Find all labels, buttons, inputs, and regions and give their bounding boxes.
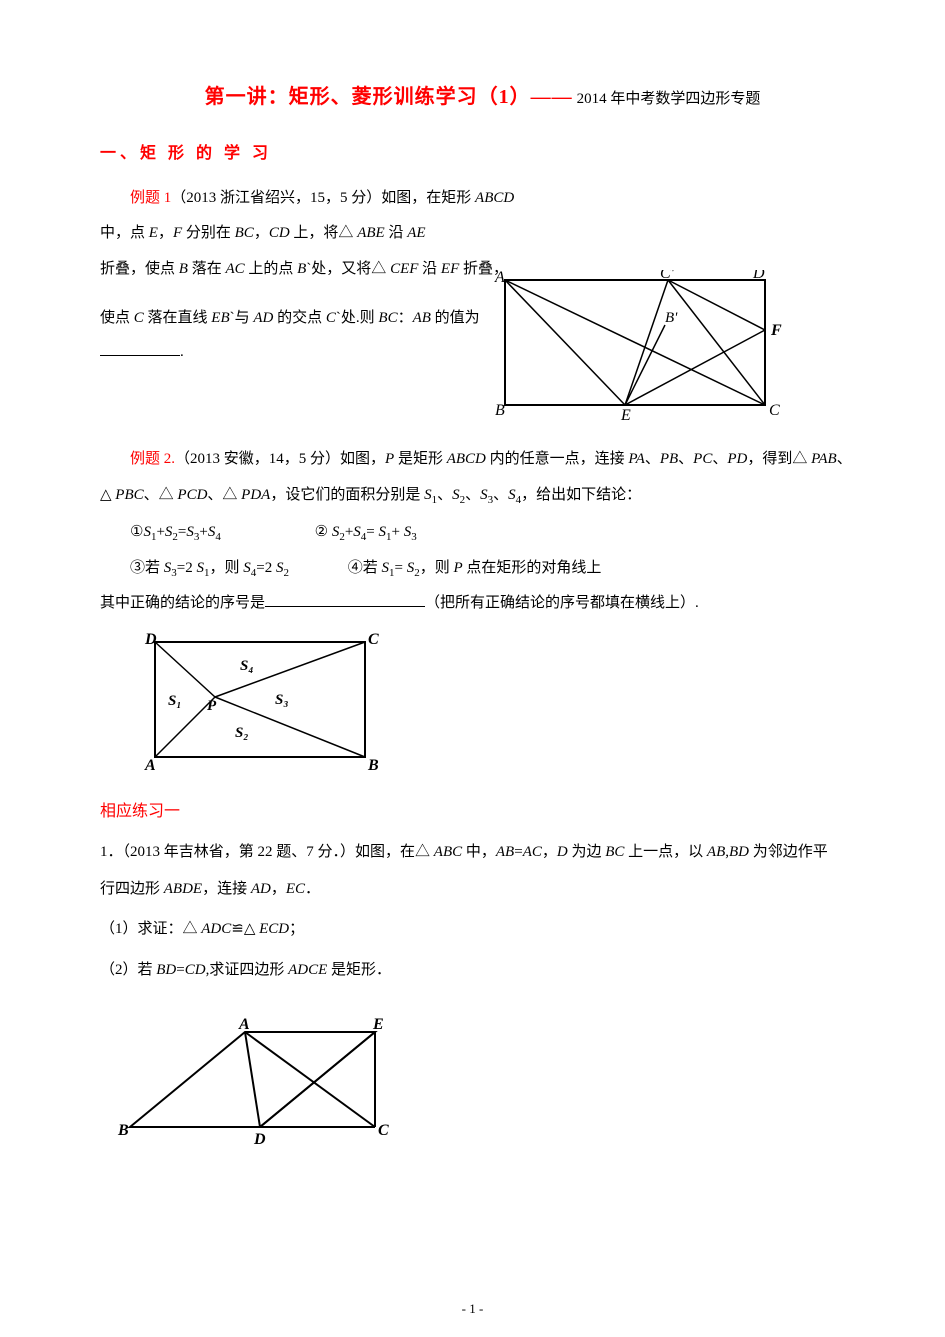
svg-text:B: B	[367, 757, 379, 772]
practice-header: 相应练习一	[100, 797, 865, 821]
page-content: 第一讲：矩形、菱形训练学习（1）——2014 年中考数学四边形专题 一、矩 形 …	[100, 80, 865, 1152]
blank-1	[100, 341, 180, 356]
svg-text:D: D	[752, 270, 765, 282]
svg-text:S₃: S₃	[275, 692, 289, 708]
option-2: ② S2+S4= S1+ S3	[315, 515, 417, 550]
svg-text:E: E	[620, 407, 631, 420]
practice-q1-part2: （2）若 BD=CD,求证四边形 ADCE 是矩形．	[100, 953, 865, 988]
svg-text:S₂: S₂	[235, 725, 249, 741]
example-2-label: 例题 2.	[130, 451, 175, 467]
example-2-conclusion: 其中正确的结论的序号是（把所有正确结论的序号都填在横线上）.	[100, 586, 865, 621]
option-1: ①S1+S2=S3+S4	[130, 515, 221, 550]
practice-q1-line2: 行四边形 ABDE，连接 AD，EC．	[100, 872, 865, 907]
example-1-label: 例题 1	[130, 190, 171, 206]
blank-2	[265, 592, 425, 607]
title-main: 第一讲：矩形、菱形训练学习（1）	[205, 86, 531, 108]
example-1-line3: 使点 C 落在直线 EB`与 AD 的交点 C`处.则 BC：AB 的值为.	[100, 301, 540, 370]
example-2-line1: 例题 2.（2013 安徽，14，5 分）如图，P 是矩形 ABCD 内的任意一…	[100, 442, 865, 477]
options-row-2: ③若 S3=2 S1，则 S4=2 S2 ④若 S1= S2，则 P 点在矩形的…	[130, 551, 865, 586]
example-1-line2: 折叠，使点 B 落在 AC 上的点 B`处，又将△ CEF 沿 EF 折叠，	[100, 252, 540, 287]
practice-q1-line1: 1．（2013 年吉林省，第 22 题、7 分．）如图，在△ ABC 中，AB=…	[100, 835, 865, 870]
figure-3-svg: A E B D C	[115, 1017, 395, 1147]
figure-3: A E B D C	[115, 1017, 865, 1152]
example-1-block: 例题 1（2013 浙江省绍兴，15，5 分）如图，在矩形 ABCD 中，点 E…	[100, 181, 540, 370]
svg-text:B: B	[117, 1122, 129, 1139]
svg-text:F: F	[770, 322, 782, 339]
example-1-line1: 例题 1（2013 浙江省绍兴，15，5 分）如图，在矩形 ABCD 中，点 E…	[100, 181, 540, 250]
figure-1-svg: A D B C E F C' B'	[485, 270, 785, 420]
svg-text:P: P	[207, 698, 217, 714]
svg-text:C: C	[368, 632, 379, 648]
svg-text:D: D	[144, 632, 157, 648]
page-number: - 1 -	[0, 1301, 945, 1317]
svg-text:D: D	[253, 1131, 266, 1147]
svg-text:C': C'	[660, 270, 675, 282]
title-sub: 2014 年中考数学四边形专题	[577, 91, 761, 107]
figure-2-svg: D C A B P S₁ S₂ S₃ S₄	[140, 632, 380, 772]
section-1-header: 一、矩 形 的 学 习	[100, 139, 865, 163]
svg-text:A: A	[144, 757, 156, 772]
svg-text:S₁: S₁	[168, 693, 182, 709]
figure-2: D C A B P S₁ S₂ S₃ S₄	[140, 632, 865, 777]
title-dash: ——	[531, 86, 573, 108]
example-2-line2: △ PBC、△ PCD、△ PDA，设它们的面积分别是 S1、S2、S3、S4，…	[100, 478, 865, 513]
svg-text:S₄: S₄	[240, 658, 254, 674]
svg-text:B: B	[495, 402, 505, 419]
figure-1: A D B C E F C' B'	[485, 270, 785, 420]
option-3: ③若 S3=2 S1，则 S4=2 S2	[130, 551, 289, 586]
options-row-1: ①S1+S2=S3+S4 ② S2+S4= S1+ S3	[130, 515, 865, 550]
page-title-line: 第一讲：矩形、菱形训练学习（1）——2014 年中考数学四边形专题	[100, 80, 865, 109]
svg-text:E: E	[372, 1017, 384, 1033]
option-4: ④若 S1= S2，则 P 点在矩形的对角线上	[348, 560, 602, 576]
svg-text:C: C	[769, 402, 780, 419]
svg-text:C: C	[378, 1122, 389, 1139]
practice-q1-part1: （1）求证：△ ADC≌△ ECD；	[100, 912, 865, 947]
svg-text:A: A	[238, 1017, 250, 1033]
svg-text:B': B'	[665, 310, 678, 326]
svg-text:A: A	[494, 270, 505, 286]
